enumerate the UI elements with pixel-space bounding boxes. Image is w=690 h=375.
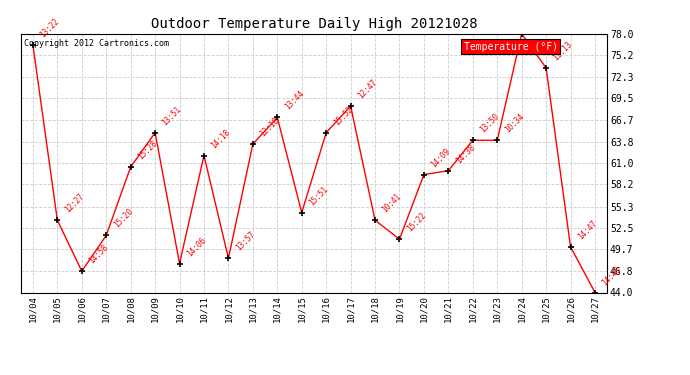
Text: 15:20: 15:20	[112, 207, 135, 230]
Text: 13:57: 13:57	[234, 230, 257, 253]
Text: 15:52: 15:52	[332, 104, 355, 127]
Text: 14:09: 14:09	[429, 146, 452, 169]
Text: 11:13: 11:13	[552, 40, 574, 63]
Text: Copyright 2012 Cartronics.com: Copyright 2012 Cartronics.com	[23, 39, 168, 48]
Text: 15:22: 15:22	[405, 211, 428, 234]
Text: 14:47: 14:47	[576, 219, 599, 241]
Text: 13:22: 13:22	[39, 17, 61, 40]
Text: 14:06: 14:06	[185, 235, 208, 258]
Text: 12:27: 12:27	[63, 192, 86, 214]
Text: 14:18: 14:18	[210, 127, 233, 150]
Text: 12:18: 12:18	[259, 116, 281, 138]
Text: 10:34: 10:34	[503, 112, 526, 135]
Text: 13:50: 13:50	[478, 112, 501, 135]
Title: Outdoor Temperature Daily High 20121028: Outdoor Temperature Daily High 20121028	[150, 17, 477, 31]
Text: 15:51: 15:51	[307, 184, 330, 207]
Text: 14:58: 14:58	[88, 243, 110, 266]
Text: 13:44: 13:44	[283, 89, 306, 112]
Text: 13:51: 13:51	[161, 104, 184, 127]
Text: Temperature (°F): Temperature (°F)	[464, 42, 558, 51]
Text: 14:45: 14:45	[600, 264, 623, 287]
Text: 15:28: 15:28	[136, 139, 159, 161]
Text: 10:41: 10:41	[381, 192, 404, 214]
Text: 14:38: 14:38	[454, 142, 477, 165]
Text: 12:47: 12:47	[356, 78, 379, 101]
